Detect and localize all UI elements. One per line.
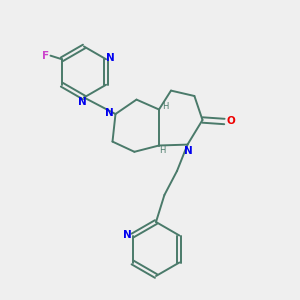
Text: N: N: [123, 230, 132, 240]
Text: H: H: [159, 146, 166, 155]
Text: N: N: [184, 146, 193, 156]
Text: N: N: [78, 97, 87, 107]
Text: N: N: [106, 53, 115, 63]
Text: O: O: [226, 116, 235, 127]
Text: F: F: [42, 51, 49, 61]
Text: N: N: [105, 108, 114, 118]
Text: H: H: [162, 102, 168, 111]
